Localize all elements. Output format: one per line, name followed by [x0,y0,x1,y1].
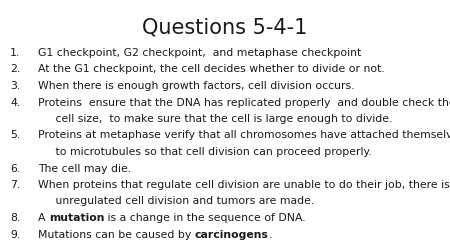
Text: 6.: 6. [10,163,20,173]
Text: is a change in the sequence of DNA.: is a change in the sequence of DNA. [104,212,306,222]
Text: 9.: 9. [10,229,20,239]
Text: cell size,  to make sure that the cell is large enough to divide.: cell size, to make sure that the cell is… [38,114,392,123]
Text: G1 checkpoint, G2 checkpoint,  and metaphase checkpoint: G1 checkpoint, G2 checkpoint, and metaph… [38,48,361,58]
Text: 7.: 7. [10,179,20,189]
Text: to microtubules so that cell division can proceed properly.: to microtubules so that cell division ca… [38,146,372,156]
Text: Mutations can be caused by: Mutations can be caused by [38,229,195,239]
Text: 1.: 1. [10,48,20,58]
Text: The cell may die.: The cell may die. [38,163,131,173]
Text: 3.: 3. [10,81,20,91]
Text: 5.: 5. [10,130,20,140]
Text: unregulated cell division and tumors are made.: unregulated cell division and tumors are… [38,196,314,206]
Text: Proteins at metaphase verify that all chromosomes have attached themselves: Proteins at metaphase verify that all ch… [38,130,450,140]
Text: .: . [269,229,272,239]
Text: 4.: 4. [10,97,20,107]
Text: carcinogens: carcinogens [195,229,269,239]
Text: When there is enough growth factors, cell division occurs.: When there is enough growth factors, cel… [38,81,355,91]
Text: When proteins that regulate cell division are unable to do their job, there is: When proteins that regulate cell divisio… [38,179,450,189]
Text: A: A [38,212,49,222]
Text: At the G1 checkpoint, the cell decides whether to divide or not.: At the G1 checkpoint, the cell decides w… [38,64,385,74]
Text: 8.: 8. [10,212,20,222]
Text: mutation: mutation [49,212,104,222]
Text: Proteins  ensure that the DNA has replicated properly  and double check the: Proteins ensure that the DNA has replica… [38,97,450,107]
Text: Questions 5-4-1: Questions 5-4-1 [142,18,308,38]
Text: 2.: 2. [10,64,20,74]
